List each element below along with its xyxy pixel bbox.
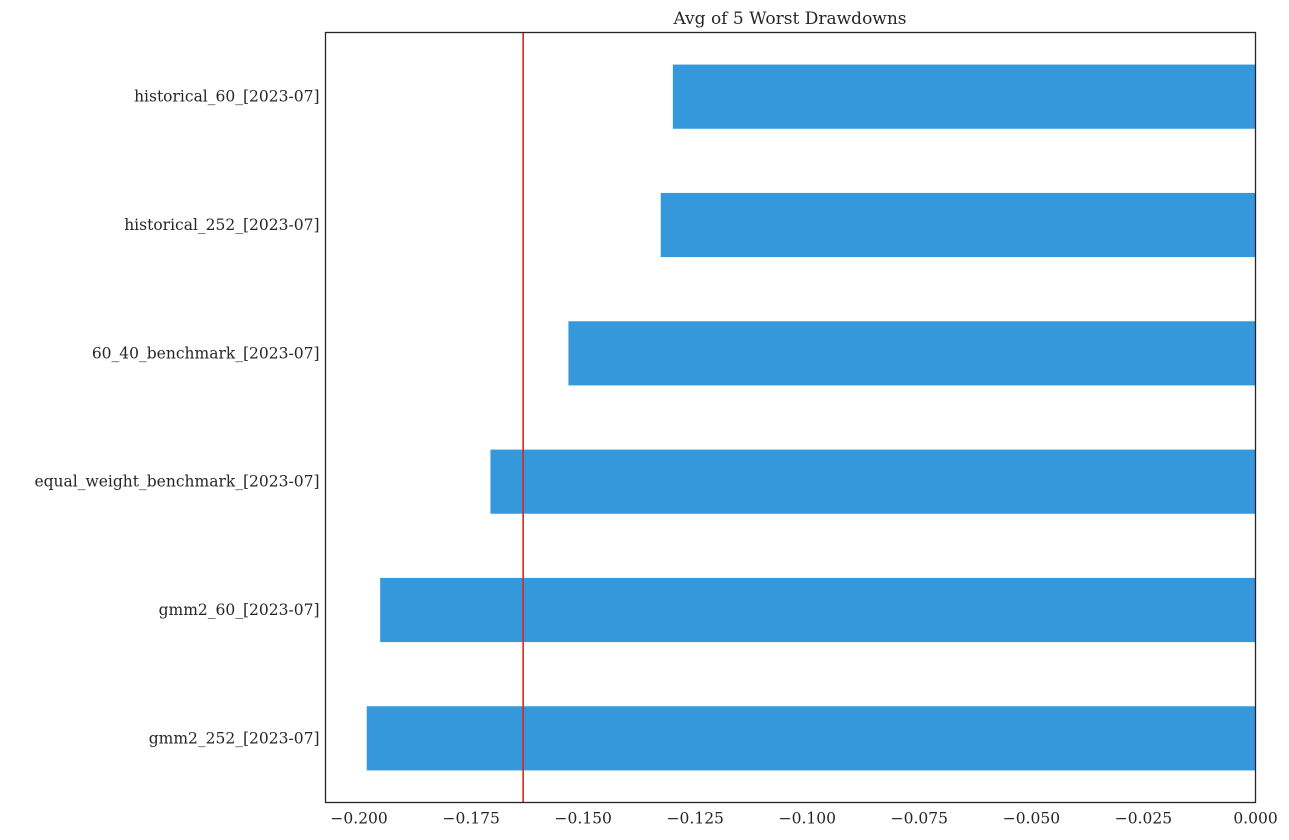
y-axis-tick-labels: historical_60_[2023-07] historical_252_[2…: [34, 88, 319, 748]
x-tick-label: −0.050: [1003, 810, 1060, 828]
x-tick-label: −0.025: [1115, 810, 1172, 828]
bar-equal_weight_benchmark_[2023-07]: [490, 449, 1256, 514]
chart-title: Avg of 5 Worst Drawdowns: [672, 9, 906, 29]
x-axis-tick-labels: −0.200 −0.175 −0.150 −0.125 −0.100 −0.075 −0.0…: [330, 810, 1277, 828]
bar-60_40_benchmark_[2023-07]: [568, 321, 1256, 386]
y-tick-label: gmm2_60_[2023-07]: [159, 601, 320, 619]
x-tick-label: 0.000: [1233, 810, 1277, 828]
bar-historical_60_[2023-07]: [672, 64, 1256, 129]
x-tick-label: −0.125: [667, 810, 724, 828]
bars-layer: [366, 64, 1256, 771]
bar-historical_252_[2023-07]: [660, 192, 1256, 258]
bar-gmm2_60_[2023-07]: [380, 577, 1256, 643]
bar-gmm2_252_[2023-07]: [366, 706, 1256, 771]
plot-frame: [324, 31, 1257, 804]
y-tick-label: historical_60_[2023-07]: [134, 88, 319, 106]
x-tick-label: −0.200: [330, 810, 387, 828]
x-tick-label: −0.100: [779, 810, 836, 828]
y-tick-label: 60_40_benchmark_[2023-07]: [92, 344, 320, 362]
y-tick-label: historical_252_[2023-07]: [124, 216, 319, 234]
y-tick-label: gmm2_252_[2023-07]: [149, 729, 320, 747]
x-tick-label: −0.075: [891, 810, 948, 828]
x-tick-label: −0.150: [555, 810, 612, 828]
y-tick-label: equal_weight_benchmark_[2023-07]: [34, 473, 319, 491]
x-tick-label: −0.175: [442, 810, 499, 828]
